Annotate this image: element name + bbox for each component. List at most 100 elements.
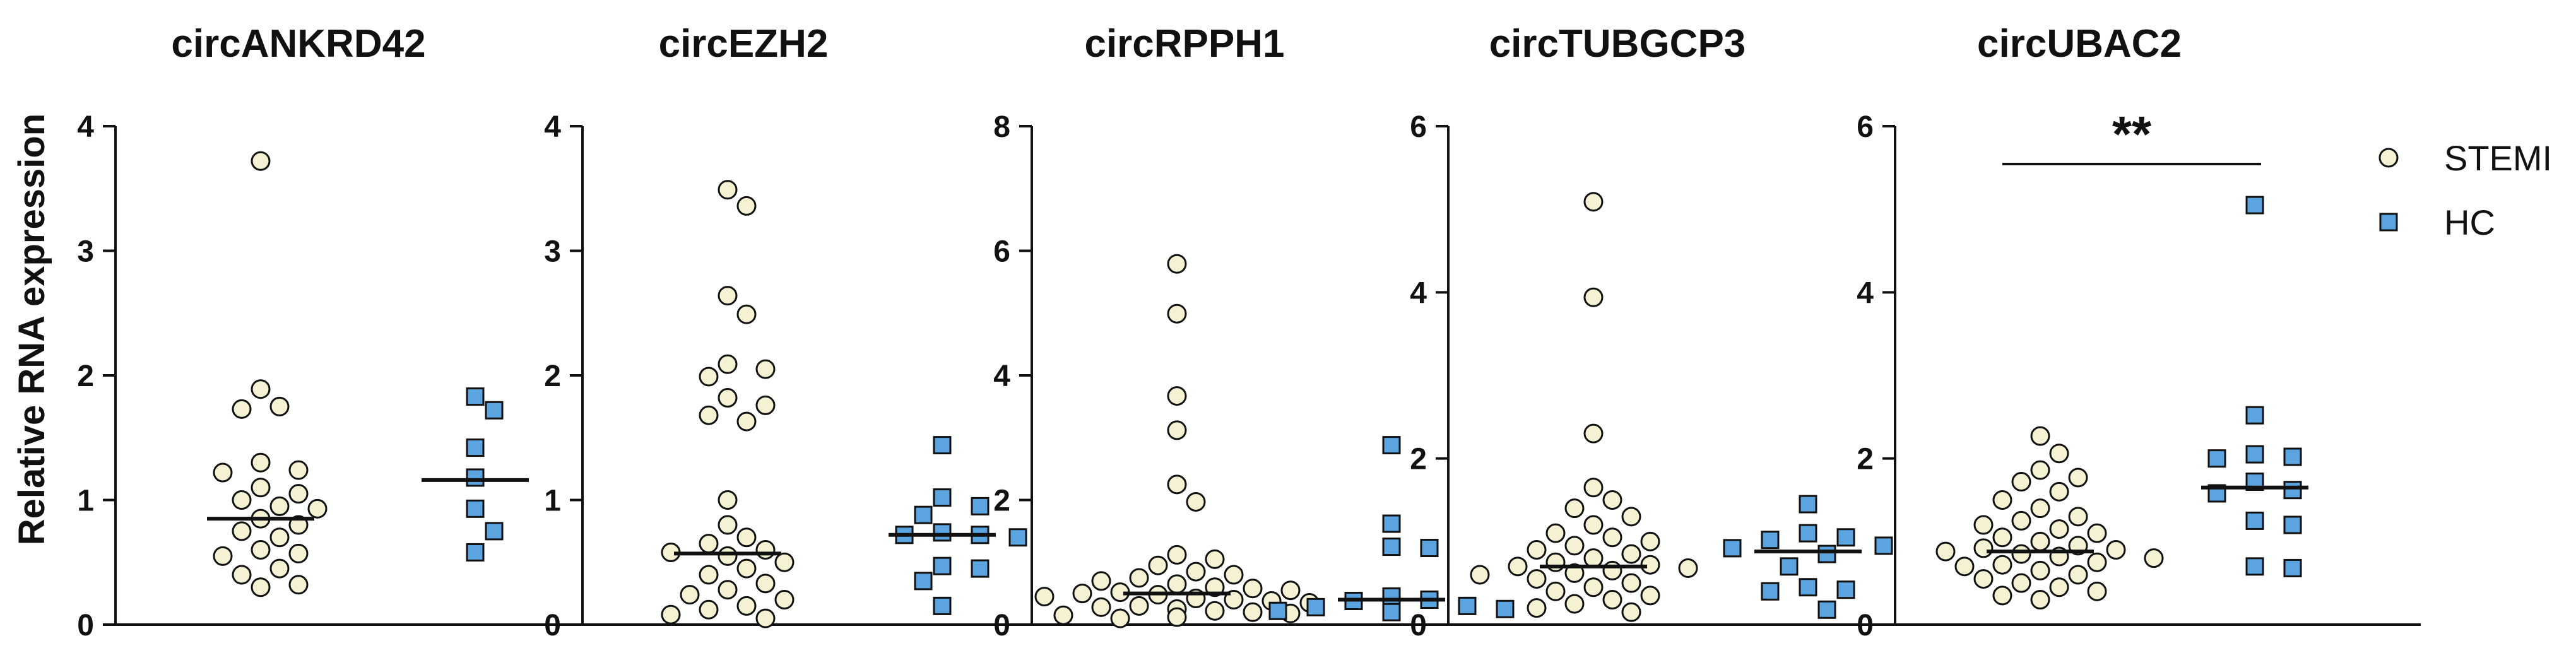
stemi-data-point [1167,574,1187,594]
hc-data-point [2245,511,2264,530]
stemi-data-point [718,354,738,374]
stemi-data-point [736,558,757,579]
hc-data-point [2207,449,2226,468]
hc-data-point [1008,528,1027,547]
stemi-data-point [755,359,776,379]
stemi-data-point [1129,596,1149,616]
stemi-data-point [1602,590,1622,609]
hc-data-point [1836,580,1855,599]
stemi-data-point [213,462,233,483]
stemi-data-point [1167,254,1187,274]
stemi-data-point [1110,608,1130,628]
stemi-data-point [2049,519,2069,539]
y-tick-label: 2 [993,485,1010,518]
hc-data-point [1458,596,1477,615]
stemi-data-point [1583,577,1604,597]
stemi-data-point [1992,585,2012,606]
stemi-data-point [251,540,271,560]
stemi-data-point [1470,565,1490,585]
y-tick-label: 0 [77,609,94,642]
stemi-data-point [774,590,795,609]
chart-panel-circezh2: circEZH2 0 1 2 3 4 [544,22,1108,642]
stemi-data-point [1034,587,1055,607]
hc-data-point [914,505,933,524]
hc-data-point [933,523,952,542]
stemi-data-point [1564,536,1585,556]
stemi-data-point [2011,510,2031,531]
y-tick-label: 2 [1410,443,1427,476]
stemi-data-point [1583,515,1604,535]
hc-data-point [466,438,485,457]
y-tick-label: 2 [77,360,94,393]
stemi-data-point [1992,490,2012,510]
hc-data-point [1268,601,1287,620]
hc-data-point [485,401,504,420]
hc-data-point [466,499,485,518]
stemi-data-point [1091,597,1111,617]
hc-data-point [1799,524,1817,543]
y-tick-label: 4 [1410,276,1427,310]
stemi-data-point [288,460,309,480]
stemi-data-point [2068,468,2088,488]
hc-data-point [933,556,952,575]
stemi-data-point [2011,544,2031,564]
stemi-data-point [1053,605,1073,625]
y-tick-label: 6 [1410,110,1427,144]
hc-data-point [1306,597,1325,616]
stemi-data-point [718,490,738,510]
hc-data-point [466,387,485,406]
stemi-data-point [232,399,252,419]
stemi-data-point [2106,540,2126,560]
stemi-data-point [1602,527,1622,548]
legend-label: HC [2444,203,2495,242]
y-tick-label: 2 [544,360,561,393]
stemi-data-point [1621,507,1641,527]
stemi-data-point [1678,558,1698,578]
hc-data-point [2245,196,2264,215]
stemi-data-point [269,527,290,548]
stemi-data-point [680,585,700,605]
stemi-data-point [2011,472,2031,492]
hc-data-point [1817,544,1836,563]
stemi-data-point [1935,541,1956,562]
stemi-data-point [2030,531,2050,551]
stemi-data-point [699,565,719,585]
chart-title: circUBAC2 [1977,22,2182,66]
stemi-data-point [269,496,290,516]
hc-data-point [1496,599,1515,618]
stemi-data-point [2011,573,2031,593]
y-tick-label: 6 [1857,110,1874,144]
stemi-data-point [718,180,738,200]
stemi-data-point [1167,386,1187,406]
stemi-data-point [1527,569,1547,589]
y-tick-label: 4 [1857,276,1874,310]
stemi-legend-marker [2378,148,2399,168]
stemi-data-point [1167,544,1187,565]
stemi-data-point [251,452,271,473]
stemi-data-point [1527,540,1547,560]
stemi-data-point [1564,594,1585,614]
hc-data-point [1761,531,1780,550]
stemi-data-point [755,540,776,560]
chart-panel-circankrd42: circANKRD42 0 1 2 3 4 [77,22,641,642]
stemi-data-point [736,411,757,432]
chart-title: circEZH2 [659,22,829,66]
hc-data-point [1761,582,1780,601]
y-tick-label: 0 [544,609,561,642]
hc-data-point [1382,538,1401,556]
hc-data-point [2283,515,2302,534]
legend: STEMI HC [2378,138,2552,242]
stemi-data-point [2049,481,2069,502]
stemi-data-point [1545,581,1566,601]
stemi-data-point [2068,565,2088,585]
stemi-data-point [288,543,309,563]
stemi-data-point [1583,548,1604,568]
hc-data-point [1382,587,1401,606]
stemi-data-point [661,604,681,625]
y-tick-label: 3 [77,235,94,269]
stemi-data-point [269,396,290,416]
panels: circANKRD42 0 1 2 3 4 circEZH2 0 1 2 3 4 circRPPH1 0 2… [77,22,2421,642]
hc-data-point [1799,495,1817,514]
hc-data-point [2283,481,2302,500]
y-tick-label: 4 [77,110,94,144]
